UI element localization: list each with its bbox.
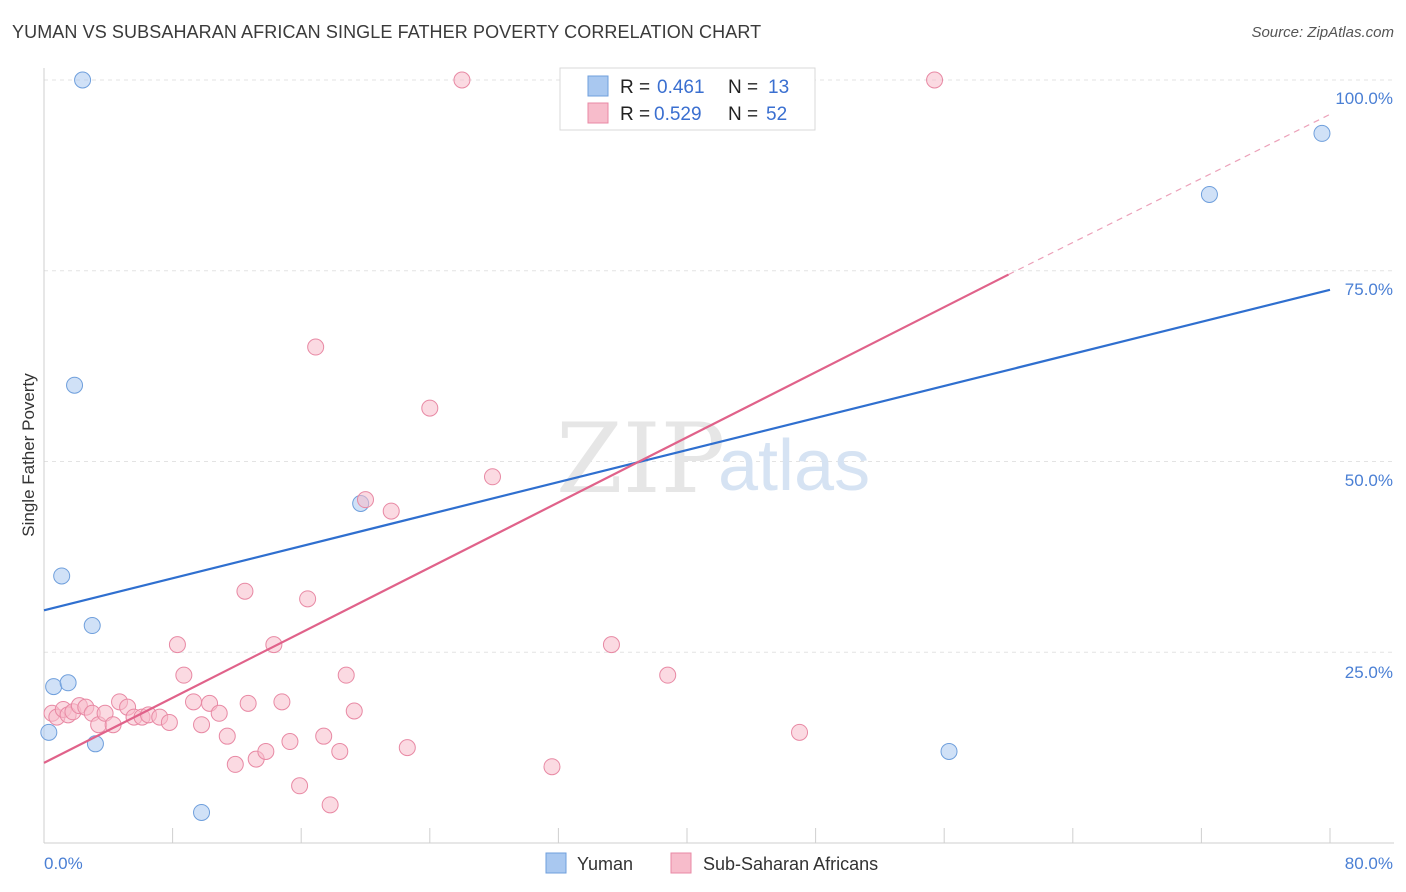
point-subsaharan-29 <box>257 742 275 760</box>
legend-swatch-subsaharan <box>587 102 609 124</box>
x-tick-label-min: 0.0% <box>44 854 83 873</box>
point-subsaharan-51 <box>791 723 809 741</box>
watermark-atlas: atlas <box>718 426 870 506</box>
point-subsaharan-23 <box>210 704 228 722</box>
series-legend: Yuman Sub-Saharan Africans <box>545 852 878 874</box>
legend-r-label-subsaharan: R = <box>620 104 650 125</box>
y-tick-label-50: 50.0% <box>1345 471 1393 490</box>
point-subsaharan-40 <box>345 702 363 720</box>
point-subsaharan-19 <box>175 666 193 684</box>
bottom-legend-swatch-subsaharan <box>670 852 692 874</box>
point-yuman-11 <box>1200 185 1218 203</box>
point-yuman-8 <box>193 803 211 821</box>
point-subsaharan-35 <box>307 338 325 356</box>
point-subsaharan-49 <box>659 666 677 684</box>
data-points <box>40 71 1331 821</box>
point-subsaharan-37 <box>321 796 339 814</box>
point-subsaharan-18 <box>168 636 186 654</box>
point-yuman-4 <box>66 376 84 394</box>
point-subsaharan-27 <box>239 694 257 712</box>
point-yuman-1 <box>45 678 63 696</box>
point-subsaharan-45 <box>453 71 471 89</box>
point-yuman-2 <box>53 567 71 585</box>
point-subsaharan-17 <box>160 713 178 731</box>
legend-n-value-yuman: 13 <box>768 77 789 98</box>
watermark: ZIP atlas <box>556 403 870 515</box>
legend-r-value-yuman: 0.461 <box>657 77 705 98</box>
bottom-legend-label-yuman: Yuman <box>577 854 633 874</box>
y-tick-labels: 25.0% 50.0% 75.0% 100.0% <box>1335 89 1393 682</box>
point-subsaharan-33 <box>291 777 309 795</box>
gridlines <box>44 79 1394 653</box>
point-subsaharan-44 <box>421 399 439 417</box>
point-yuman-12 <box>1313 124 1331 142</box>
point-subsaharan-48 <box>602 636 620 654</box>
point-yuman-7 <box>86 735 104 753</box>
legend-n-value-subsaharan: 52 <box>766 104 787 125</box>
trend-lines <box>43 113 1331 764</box>
legend-n-label-yuman: N = <box>728 77 758 98</box>
point-subsaharan-24 <box>218 727 236 745</box>
trend-line-subsaharan <box>43 273 1009 764</box>
point-subsaharan-20 <box>184 693 202 711</box>
point-subsaharan-39 <box>337 666 355 684</box>
legend-n-label-subsaharan: N = <box>728 104 758 125</box>
point-subsaharan-34 <box>299 590 317 608</box>
trend-extension-subsaharan <box>1008 113 1331 276</box>
point-subsaharan-47 <box>543 758 561 776</box>
point-subsaharan-43 <box>398 739 416 757</box>
legend-r-label-yuman: R = <box>620 77 650 98</box>
point-subsaharan-41 <box>357 491 374 509</box>
bottom-legend-label-subsaharan: Sub-Saharan Africans <box>703 854 878 874</box>
legend-swatch-yuman <box>587 75 609 97</box>
point-subsaharan-21 <box>193 716 211 734</box>
point-subsaharan-32 <box>281 733 299 751</box>
y-tick-label-25: 25.0% <box>1345 663 1393 682</box>
point-subsaharan-46 <box>483 468 501 486</box>
point-yuman-6 <box>83 617 101 635</box>
point-yuman-0 <box>40 723 58 741</box>
chart-title: YUMAN VS SUBSAHARAN AFRICAN SINGLE FATHE… <box>12 22 762 42</box>
bottom-legend-swatch-yuman <box>545 852 567 874</box>
watermark-zip: ZIP <box>556 403 725 515</box>
point-subsaharan-25 <box>226 755 244 773</box>
y-tick-label-100: 100.0% <box>1335 89 1393 108</box>
point-subsaharan-42 <box>382 502 400 520</box>
point-subsaharan-31 <box>273 693 291 711</box>
y-tick-label-75: 75.0% <box>1345 280 1393 299</box>
point-yuman-10 <box>940 742 958 760</box>
x-ticks <box>43 828 1331 843</box>
source-label: Source: ZipAtlas.com <box>1251 24 1394 41</box>
point-subsaharan-36 <box>315 727 333 745</box>
point-subsaharan-26 <box>236 582 254 600</box>
legend-r-value-subsaharan: 0.529 <box>654 104 702 125</box>
x-tick-label-max: 80.0% <box>1345 854 1393 873</box>
point-subsaharan-38 <box>331 742 349 760</box>
trend-line-yuman <box>43 288 1331 612</box>
point-yuman-3 <box>59 674 77 692</box>
point-yuman-5 <box>74 71 92 89</box>
y-axis-label: Single Father Poverty <box>19 373 38 537</box>
stats-legend: R = 0.461 N = 13 R = 0.529 N = 52 <box>559 67 816 131</box>
point-subsaharan-52 <box>926 71 944 89</box>
